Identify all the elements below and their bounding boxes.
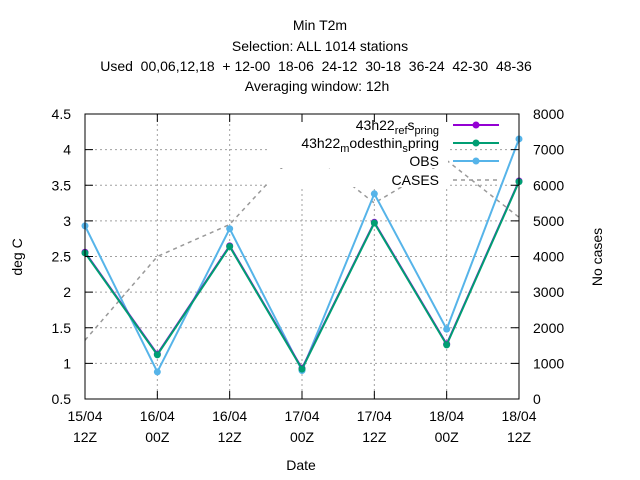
series-1-point — [298, 365, 306, 373]
series-1-point — [443, 341, 451, 349]
x-tick-label-date: 18/04 — [429, 408, 464, 424]
legend-sample-point-1 — [472, 139, 480, 147]
series-1-point — [370, 219, 378, 227]
x-tick-label-hour: 00Z — [290, 429, 315, 445]
legend-text-part: ref — [395, 125, 409, 137]
y-axis-label: deg C — [9, 238, 25, 275]
y2-tick-label: 2000 — [533, 320, 564, 336]
x-tick-label-date: 15/04 — [67, 408, 102, 424]
x-tick-label-date: 16/04 — [212, 408, 247, 424]
y2-axis-label: No cases — [589, 228, 605, 286]
series-1-point — [153, 351, 161, 359]
legend-text-part: s — [402, 143, 408, 155]
y-tick-label: 1.5 — [52, 320, 72, 336]
y-tick-label: 4.5 — [52, 106, 72, 122]
legend-text-part: odesthin — [349, 135, 402, 151]
y-tick-label: 4 — [63, 142, 71, 158]
y2-tick-label: 7000 — [533, 142, 564, 158]
legend-sample-point-0 — [472, 121, 480, 129]
y-tick-label: 1 — [63, 355, 71, 371]
chart-title-line-2: Selection: ALL 1014 stations — [232, 38, 408, 54]
y2-tick-label: 0 — [533, 391, 541, 407]
y-tick-label: 2 — [63, 284, 71, 300]
legend-sample-point-2 — [472, 157, 480, 165]
legend-text-part: s — [408, 117, 415, 133]
series-2-point — [153, 368, 161, 376]
legend-text-part: pring — [408, 135, 439, 151]
series-1-point — [226, 243, 234, 251]
y2-tick-label: 3000 — [533, 284, 564, 300]
y2-tick-label: 8000 — [533, 106, 564, 122]
legend-text-part: m — [340, 143, 349, 155]
x-tick-label-hour: 12Z — [507, 429, 532, 445]
chart-title-line-3: Used 00,06,12,18 + 12-00 18-06 24-12 30-… — [100, 58, 532, 74]
legend-text-part: 43h22 — [356, 117, 395, 133]
chart-title-line-1: Min T2m — [293, 17, 347, 33]
legend-text-part: 43h22 — [301, 135, 340, 151]
y-tick-label: 0.5 — [52, 391, 72, 407]
x-tick-label-hour: 00Z — [435, 429, 460, 445]
series-2-point — [226, 225, 234, 233]
legend: 43h22refspring43h22modesthinspringOBSCAS… — [268, 114, 499, 188]
y2-tick-label: 5000 — [533, 213, 564, 229]
x-axis-label: Date — [286, 457, 316, 473]
legend-entry-1: 43h22modesthinspring — [301, 135, 439, 155]
x-tick-label-hour: 12Z — [218, 429, 243, 445]
legend-backdrop — [268, 132, 448, 150]
x-tick-label-date: 17/04 — [357, 408, 392, 424]
legend-backdrop — [268, 169, 448, 187]
series-2-point — [370, 190, 378, 198]
legend-entry-0: 43h22refspring — [356, 117, 439, 137]
y2-tick-label: 6000 — [533, 177, 564, 193]
y-tick-label: 2.5 — [52, 249, 72, 265]
y2-tick-label: 1000 — [533, 355, 564, 371]
x-tick-label-hour: 00Z — [145, 429, 170, 445]
axes: 0.5 1 1.5 2 2.5 3 3.5 4 4.5 0 1000 2000 3000 4000 5000… — [52, 106, 565, 445]
chart-title-line-4: Averaging window: 12h — [245, 78, 390, 94]
x-tick-label-hour: 12Z — [362, 429, 387, 445]
legend-text-part: pring — [415, 125, 439, 137]
legend-backdrop — [268, 114, 448, 132]
x-tick-label-date: 16/04 — [140, 408, 175, 424]
y2-tick-label: 4000 — [533, 249, 564, 265]
legend-text-part: OBS — [409, 153, 439, 169]
x-tick-label-hour: 12Z — [73, 429, 98, 445]
y-tick-label: 3 — [63, 213, 71, 229]
x-tick-label-date: 17/04 — [284, 408, 319, 424]
legend-text-part: CASES — [392, 172, 439, 188]
legend-entry-3: CASES — [392, 172, 439, 188]
legend-entry-2: OBS — [409, 153, 439, 169]
x-tick-label-date: 18/04 — [501, 408, 536, 424]
y-tick-label: 3.5 — [52, 177, 72, 193]
series-2-point — [443, 325, 451, 333]
legend-backdrop — [268, 150, 448, 168]
chart-title-block: Min T2m Selection: ALL 1014 stations Use… — [100, 17, 532, 94]
